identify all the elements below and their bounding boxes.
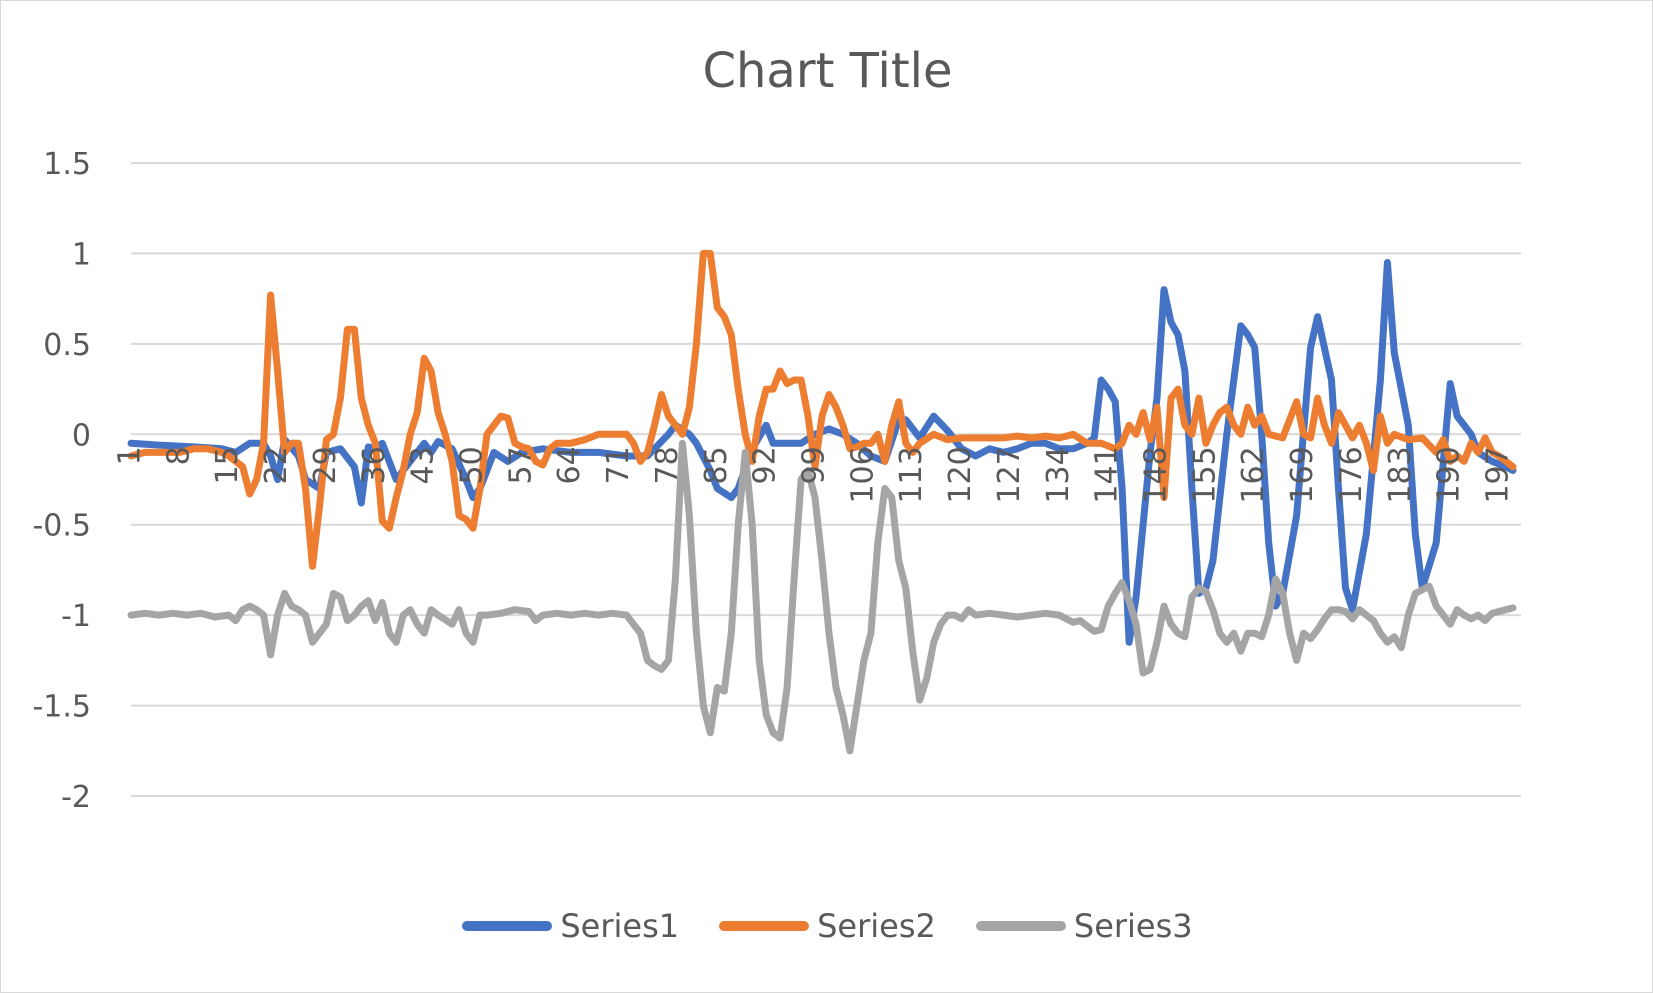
series-line-series3 [127,439,1517,755]
x-tick-label: 169 [1285,446,1320,503]
legend-item-series2: Series2 [719,907,936,945]
y-tick-label: 0.5 [43,328,91,363]
x-tick-label: 127 [992,446,1027,503]
x-tick-label: 197 [1481,446,1516,503]
legend-label: Series1 [560,907,680,945]
x-tick-label: 176 [1334,446,1369,503]
x-tick-label: 106 [845,446,880,503]
legend-label: Series2 [817,907,936,945]
x-tick-label: 162 [1236,446,1271,503]
x-tick-label: 43 [406,446,441,484]
x-tick-label: 134 [1041,446,1076,503]
legend-swatch [975,921,1066,931]
x-tick-label: 15 [210,446,245,484]
y-tick-label: -2 [61,780,91,815]
x-tick-label: 36 [357,446,392,484]
x-tick-label: 22 [259,446,294,484]
x-tick-label: 92 [748,446,783,484]
y-tick-label: 1.5 [43,147,91,182]
legend-swatch [462,921,553,931]
legend-swatch [719,921,810,931]
chart-title: Chart Title [702,43,953,99]
x-tick-label: 50 [455,446,490,484]
x-tick-label: 113 [894,446,929,503]
y-tick-label: -0.5 [32,509,91,544]
x-tick-label: 29 [308,446,343,484]
x-tick-label: 8 [161,446,196,465]
x-tick-label: 85 [699,446,734,484]
legend-item-series1: Series1 [462,907,679,945]
y-tick-label: -1 [61,599,91,634]
x-tick-label: 141 [1090,446,1125,503]
y-tick-label: 1 [72,237,91,272]
legend-item-series3: Series3 [975,907,1193,945]
y-tick-label: 0 [72,418,91,453]
series-line-series1 [127,259,1517,646]
x-tick-label: 148 [1139,446,1174,503]
x-tick-label: 120 [943,446,978,503]
x-tick-label: 78 [650,446,685,484]
x-tick-label: 64 [552,446,587,484]
x-tick-label: 155 [1187,446,1222,503]
legend-label: Series3 [1073,907,1193,945]
legend: Series1 Series2 Series3 [1,901,1653,951]
series-line-series2 [127,249,1517,570]
x-tick-label: 99 [797,446,832,484]
x-tick-label: 190 [1432,446,1467,503]
x-tick-label: 1 [113,446,148,465]
x-tick-label: 71 [601,446,636,484]
y-tick-label: -1.5 [32,690,91,725]
x-tick-label: 183 [1383,446,1418,503]
x-tick-label: 57 [503,446,538,484]
